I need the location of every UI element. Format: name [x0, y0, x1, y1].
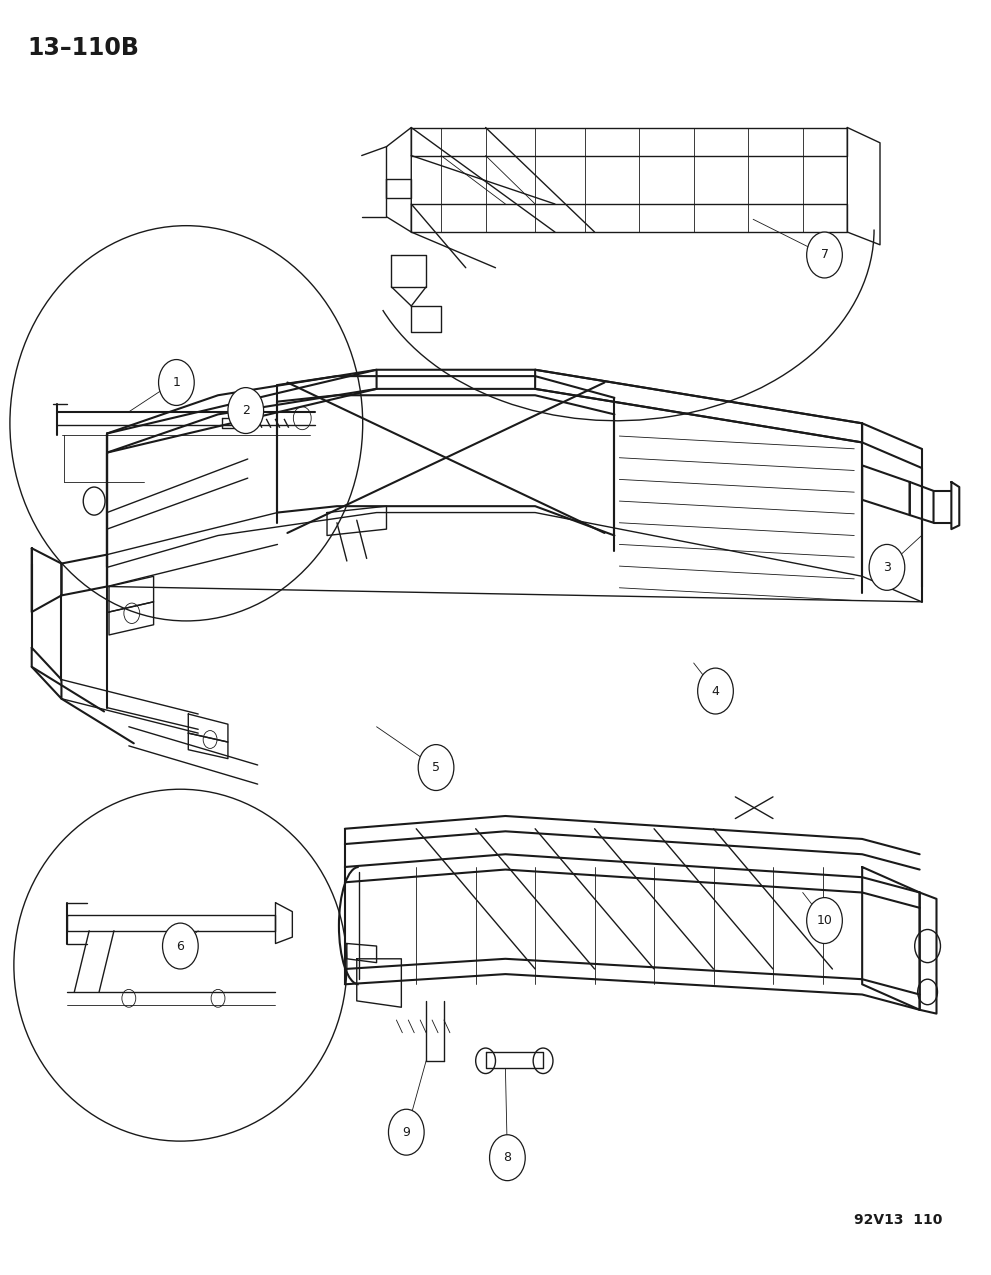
- Text: 4: 4: [712, 685, 719, 697]
- Text: 7: 7: [821, 249, 828, 261]
- Text: 1: 1: [172, 376, 180, 389]
- Circle shape: [418, 745, 454, 790]
- Circle shape: [159, 360, 194, 405]
- Circle shape: [807, 898, 842, 944]
- Text: 92V13  110: 92V13 110: [854, 1213, 942, 1227]
- Text: 13–110B: 13–110B: [28, 36, 140, 60]
- Circle shape: [388, 1109, 424, 1155]
- Text: 10: 10: [817, 914, 832, 927]
- Text: 8: 8: [503, 1151, 511, 1164]
- Text: 2: 2: [242, 404, 250, 417]
- Circle shape: [698, 668, 733, 714]
- Text: 6: 6: [176, 940, 184, 952]
- Circle shape: [490, 1135, 525, 1181]
- Text: 3: 3: [883, 561, 891, 574]
- Circle shape: [869, 544, 905, 590]
- Circle shape: [807, 232, 842, 278]
- Text: 5: 5: [432, 761, 440, 774]
- Circle shape: [163, 923, 198, 969]
- Text: 9: 9: [402, 1126, 410, 1139]
- Circle shape: [228, 388, 264, 434]
